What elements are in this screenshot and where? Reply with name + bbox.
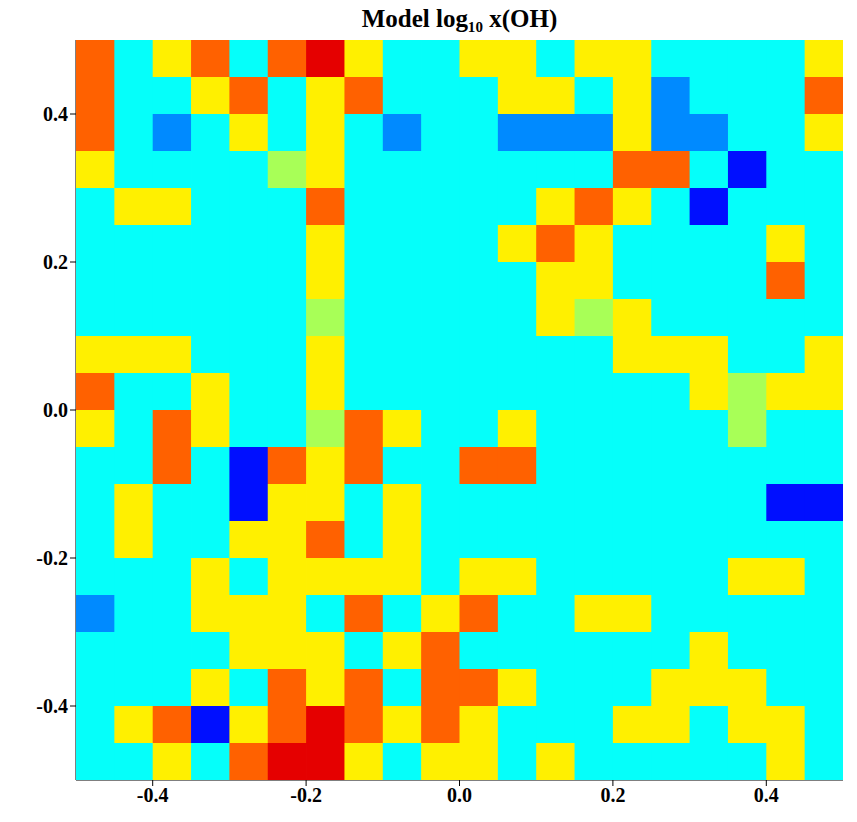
svg-text:0.2: 0.2: [600, 784, 625, 806]
svg-text:0.0: 0.0: [447, 784, 472, 806]
svg-text:0.4: 0.4: [43, 103, 68, 125]
svg-text:0.0: 0.0: [43, 399, 68, 421]
html-text:Model log₁₀ x(OH): Model log₁₀ x(OH): [361, 5, 558, 32]
svg-text:-0.4: -0.4: [36, 695, 68, 717]
svg-text:-0.4: -0.4: [137, 784, 169, 806]
svg-text:-0.2: -0.2: [290, 784, 322, 806]
svg-text:0.2: 0.2: [43, 251, 68, 273]
svg-text:-0.2: -0.2: [36, 547, 68, 569]
svg-text:0.4: 0.4: [754, 784, 779, 806]
